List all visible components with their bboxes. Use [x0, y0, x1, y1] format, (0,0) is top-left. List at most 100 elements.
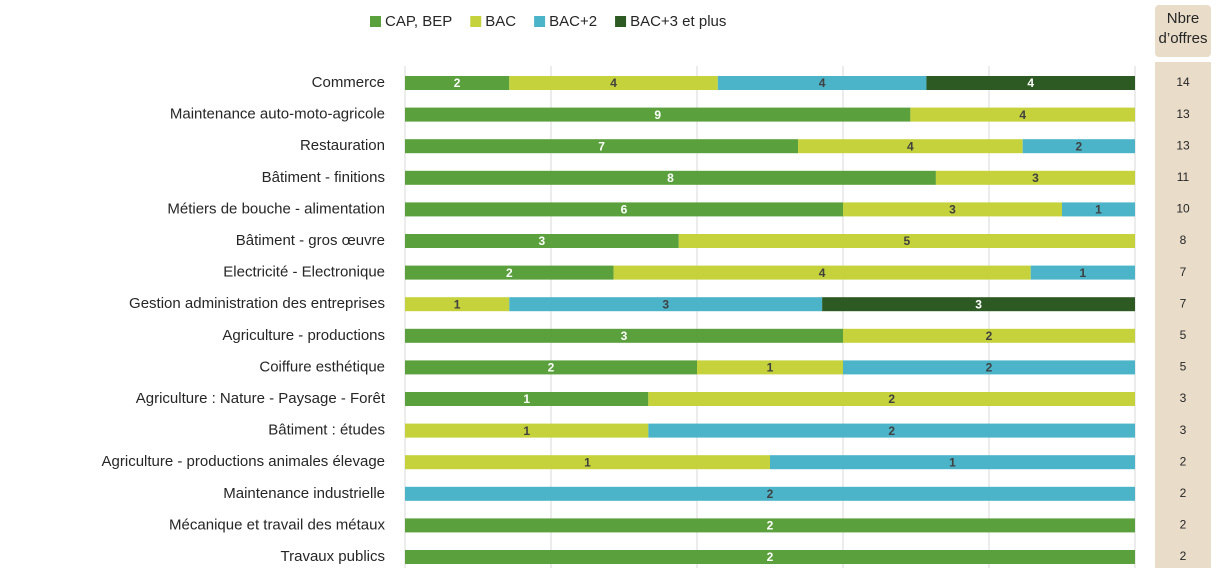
value-label: 4 — [907, 139, 914, 153]
total-label: 3 — [1180, 391, 1187, 405]
bar-segment — [405, 455, 770, 470]
bar-segment — [648, 423, 1135, 438]
bar-segment — [1022, 139, 1135, 154]
bar-segment — [613, 265, 1031, 280]
value-label: 3 — [975, 297, 982, 311]
bar-segment — [843, 202, 1062, 217]
value-label: 1 — [1080, 266, 1087, 280]
value-label: 3 — [949, 203, 956, 217]
bar-segment — [822, 297, 1135, 312]
totals-column — [1155, 62, 1211, 568]
value-label: 2 — [888, 392, 895, 406]
legend-label: BAC — [485, 13, 516, 30]
legend-label: BAC+3 et plus — [630, 13, 726, 30]
bar-segment — [678, 234, 1135, 248]
value-label: 1 — [767, 361, 774, 375]
total-label: 13 — [1176, 107, 1190, 121]
value-label: 2 — [767, 550, 774, 564]
legend-swatch — [370, 16, 381, 27]
value-label: 1 — [523, 392, 530, 406]
value-label: 2 — [1076, 139, 1083, 153]
category-label: Maintenance industrielle — [223, 485, 385, 502]
total-label: 10 — [1176, 202, 1190, 216]
total-label: 7 — [1180, 296, 1187, 310]
value-label: 1 — [454, 297, 461, 311]
category-label: Agriculture : Nature - Paysage - Forêt — [136, 390, 386, 407]
bar-segment — [405, 139, 799, 154]
bar-segment — [770, 455, 1135, 470]
total-label: 3 — [1180, 423, 1187, 437]
bar-segment — [926, 76, 1135, 90]
bar-segment — [935, 170, 1135, 185]
value-label: 1 — [523, 424, 530, 438]
legend-swatch — [470, 16, 482, 27]
bar-segment — [405, 486, 1135, 501]
bar-segment — [648, 392, 1135, 406]
legend-swatch — [534, 16, 546, 27]
value-label: 2 — [888, 424, 895, 438]
bar-segment — [405, 297, 510, 312]
value-label: 2 — [986, 329, 993, 343]
value-label: 9 — [654, 108, 661, 122]
value-label: 2 — [986, 361, 993, 375]
legend-swatch — [615, 16, 627, 27]
total-label: 11 — [1177, 170, 1190, 184]
category-label: Bâtiment - gros œuvre — [236, 232, 385, 249]
value-label: 1 — [584, 455, 591, 469]
value-label: 3 — [662, 297, 669, 311]
totals-header: Nbre d’offres — [1155, 5, 1211, 57]
bar-segment — [405, 234, 679, 248]
category-label: Commerce — [312, 74, 385, 91]
bar-segment — [798, 139, 1023, 154]
total-label: 5 — [1180, 360, 1187, 374]
value-label: 2 — [548, 361, 555, 375]
value-label: 2 — [506, 266, 513, 280]
bar-segment — [843, 328, 1135, 343]
bar-segment — [405, 76, 510, 90]
total-label: 2 — [1180, 549, 1187, 563]
category-label: Travaux publics — [281, 548, 386, 565]
total-label: 14 — [1176, 75, 1190, 89]
bar-segment — [405, 518, 1135, 533]
total-label: 2 — [1180, 454, 1187, 468]
value-label: 1 — [949, 455, 956, 469]
value-label: 4 — [819, 266, 826, 280]
category-label: Mécanique et travail des métaux — [169, 516, 385, 533]
value-label: 5 — [904, 234, 911, 248]
value-label: 8 — [667, 171, 674, 185]
total-label: 2 — [1180, 486, 1187, 500]
category-label: Bâtiment - finitions — [262, 169, 385, 186]
value-label: 7 — [598, 139, 605, 153]
bar-segment — [405, 202, 843, 217]
value-label: 1 — [1095, 203, 1102, 217]
bar-segment — [405, 328, 843, 343]
bar-segment — [1062, 202, 1135, 217]
bar-segment — [405, 423, 649, 438]
total-label: 2 — [1180, 518, 1187, 532]
bar-segment — [717, 76, 927, 90]
category-label: Agriculture - productions animales éleva… — [102, 453, 385, 470]
bar-segment — [843, 360, 1135, 375]
bar-segment — [509, 76, 718, 90]
value-label: 3 — [1032, 171, 1039, 185]
value-label: 2 — [767, 519, 774, 533]
total-label: 8 — [1180, 233, 1187, 247]
bar-segment — [405, 550, 1135, 564]
bar-segment — [405, 392, 649, 406]
value-label: 4 — [610, 76, 617, 90]
value-label: 4 — [1019, 108, 1026, 122]
value-label: 6 — [621, 203, 628, 217]
value-label: 2 — [454, 76, 461, 90]
category-label: Gestion administration des entreprises — [129, 295, 385, 312]
value-label: 3 — [539, 234, 546, 248]
category-label: Coiffure esthétique — [259, 358, 385, 375]
category-label: Bâtiment : études — [268, 422, 385, 439]
value-label: 4 — [819, 76, 826, 90]
value-label: 2 — [767, 487, 774, 501]
value-label: 3 — [621, 329, 628, 343]
total-label: 5 — [1180, 328, 1187, 342]
bar-segment — [910, 107, 1135, 122]
bar-segment — [697, 360, 843, 375]
